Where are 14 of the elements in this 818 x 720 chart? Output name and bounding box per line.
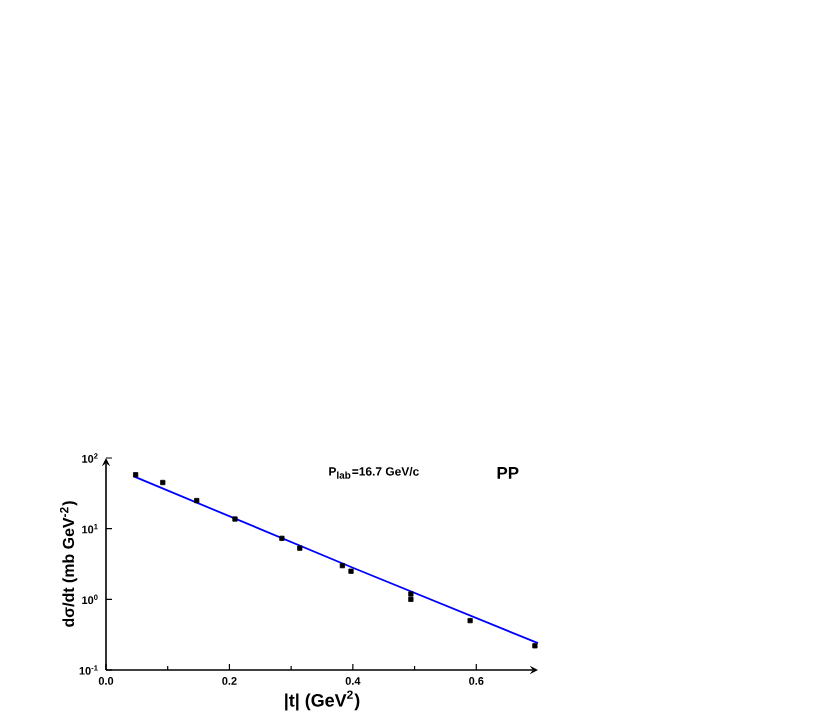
point: [194, 497, 200, 504]
point: [297, 545, 303, 551]
point: [339, 563, 345, 569]
point: [232, 516, 238, 522]
point: [408, 591, 414, 597]
point: [160, 479, 166, 486]
point: [467, 618, 473, 624]
x-axis-title: |t| (GeV$^{2}$): [285, 690, 360, 711]
point: [532, 643, 538, 649]
point: [133, 472, 139, 478]
point: [279, 535, 285, 541]
point: [408, 596, 414, 602]
point: [348, 568, 354, 574]
annotation: PP: [497, 467, 519, 479]
